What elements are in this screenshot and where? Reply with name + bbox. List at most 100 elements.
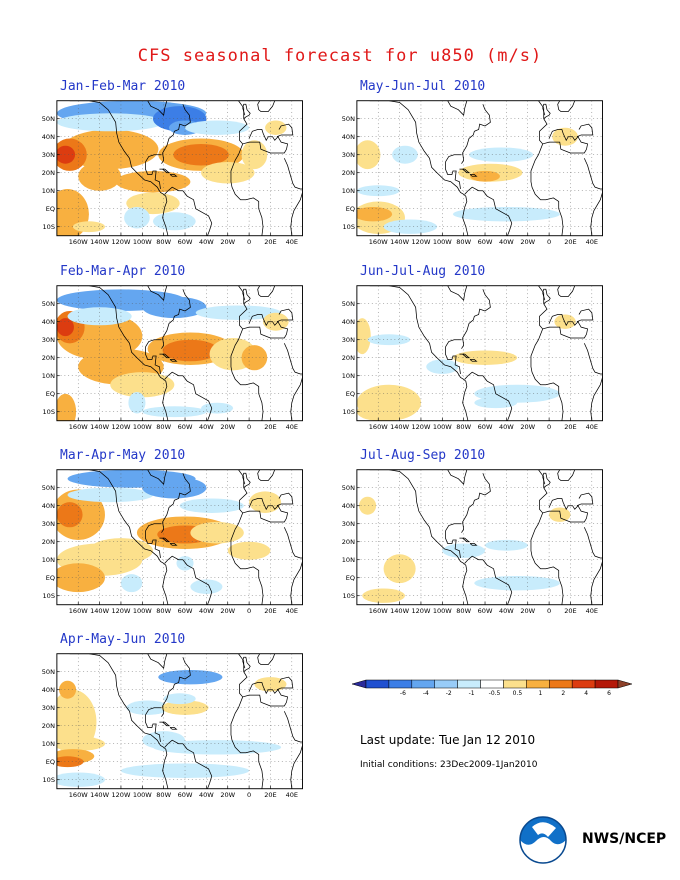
coastlines xyxy=(369,285,603,421)
lat-tick-label: 30N xyxy=(42,151,55,159)
lon-tick-label: 20E xyxy=(264,791,276,799)
lon-tick-label: 140W xyxy=(90,791,109,799)
lat-tick-label: 10S xyxy=(43,776,56,784)
lon-tick-label: 20E xyxy=(564,423,576,431)
lon-tick-label: 20W xyxy=(220,238,235,246)
lon-tick-label: 60W xyxy=(178,791,193,799)
lat-tick-label: 40N xyxy=(42,502,55,510)
map-panel-jfm: Jan-Feb-Mar 2010 50N 40N 30N 20N 10N EQ 10S 160W… xyxy=(42,79,328,269)
lat-tick-label: 20N xyxy=(42,169,55,177)
lat-tick-label: 40N xyxy=(342,502,355,510)
lat-tick-label: 50N xyxy=(42,300,55,308)
colorbar-label: 1 xyxy=(538,690,542,697)
lon-tick-label: 160W xyxy=(369,238,388,246)
lon-tick-label: 20E xyxy=(264,238,276,246)
anomaly-contour xyxy=(173,143,229,166)
anomaly-field xyxy=(56,285,303,421)
anomaly-contour xyxy=(185,120,250,135)
lon-tick-label: 120W xyxy=(111,607,130,615)
colorbar-swatch xyxy=(411,679,435,689)
lat-tick-label: 10N xyxy=(42,372,55,380)
lat-tick-label: 10S xyxy=(343,223,356,231)
panel-title: Jan-Feb-Mar 2010 xyxy=(60,79,186,94)
anomaly-contour xyxy=(426,359,459,374)
lon-tick-label: 120W xyxy=(411,423,430,431)
map-panel-fma: Feb-Mar-Apr 2010 50N 40N 30N 20N 10N EQ 10S 160W… xyxy=(42,264,328,454)
lat-tick-label: EQ xyxy=(346,390,355,398)
anomaly-contour xyxy=(56,393,77,421)
colorbar-label: -0.5 xyxy=(489,690,501,697)
anomaly-contour xyxy=(124,206,150,229)
colorbar-swatch xyxy=(480,679,504,689)
lat-tick-label: 10N xyxy=(342,187,355,195)
anomaly-contour xyxy=(59,680,77,699)
anomaly-contour xyxy=(56,502,83,528)
lon-tick-label: 60W xyxy=(478,607,493,615)
anomaly-contour xyxy=(201,402,234,414)
lon-tick-label: 40E xyxy=(586,238,598,246)
anomaly-contour xyxy=(56,188,89,236)
panel-title: Feb-Mar-Apr 2010 xyxy=(60,264,186,279)
anomaly-contour xyxy=(549,507,571,522)
anomaly-contour xyxy=(72,221,105,233)
map-panel-mam: Mar-Apr-May 2010 50N 40N 30N 20N 10N EQ 10S 160W… xyxy=(42,448,328,638)
lon-tick-label: 40W xyxy=(499,423,514,431)
lat-tick-label: EQ xyxy=(46,574,55,582)
anomaly-contour xyxy=(190,521,244,544)
anomaly-contour xyxy=(163,693,196,705)
anomaly-contour xyxy=(249,491,282,513)
lat-tick-label: 10S xyxy=(343,408,356,416)
lat-tick-label: EQ xyxy=(46,758,55,766)
lon-tick-label: 40E xyxy=(586,423,598,431)
anomaly-contour xyxy=(120,574,143,593)
colorbar-label: -4 xyxy=(423,690,429,697)
initial-conditions-text: Initial conditions: 23Dec2009-1Jan2010 xyxy=(360,760,538,770)
coastlines xyxy=(69,469,303,605)
lon-tick-label: 80W xyxy=(156,791,171,799)
lon-tick-label: 100W xyxy=(133,791,152,799)
map-plot: 50N 40N 30N 20N 10N EQ 10S 160W 140W 120W 100W 80W 6… xyxy=(42,469,303,615)
colorbar-swatch xyxy=(388,679,413,689)
lon-tick-label: 80W xyxy=(456,238,471,246)
colorbar-swatch xyxy=(571,679,596,689)
anomaly-contour xyxy=(227,541,271,560)
anomaly-contour xyxy=(56,113,164,132)
anomaly-contour xyxy=(367,334,411,346)
lat-tick-label: 20N xyxy=(42,538,55,546)
anomaly-contour xyxy=(554,314,576,329)
lon-tick-label: 0 xyxy=(547,423,551,431)
anomaly-contour xyxy=(88,538,153,564)
anomaly-contour xyxy=(56,145,76,164)
lat-tick-label: 10S xyxy=(343,592,356,600)
anomaly-contour xyxy=(56,318,74,337)
lon-tick-label: 100W xyxy=(433,423,452,431)
lon-tick-label: 20E xyxy=(564,607,576,615)
lon-tick-label: 140W xyxy=(90,423,109,431)
anomaly-field xyxy=(356,100,603,236)
colorbar-swatch xyxy=(434,679,458,689)
lon-tick-label: 0 xyxy=(247,423,251,431)
colorbar-label: 0.5 xyxy=(513,690,523,697)
anomaly-contour xyxy=(56,736,105,751)
lon-tick-label: 100W xyxy=(133,238,152,246)
lon-tick-label: 160W xyxy=(69,423,88,431)
lon-tick-label: 160W xyxy=(369,423,388,431)
anomaly-contour xyxy=(359,496,377,515)
anomaly-contour xyxy=(67,487,154,503)
anomaly-contour xyxy=(469,147,534,162)
lat-tick-label: 20N xyxy=(42,354,55,362)
anomaly-contour xyxy=(56,756,84,768)
lon-tick-label: 80W xyxy=(456,423,471,431)
lat-tick-label: 30N xyxy=(42,336,55,344)
coastlines xyxy=(69,653,303,789)
lon-tick-label: 60W xyxy=(478,423,493,431)
map-panel-jja: Jun-Jul-Aug 2010 50N 40N 30N 20N 10N EQ 10S 160W… xyxy=(342,264,628,454)
lat-tick-label: 10N xyxy=(342,556,355,564)
anomaly-contour xyxy=(176,556,194,571)
lon-tick-label: 40W xyxy=(199,791,214,799)
lat-tick-label: 10N xyxy=(42,187,55,195)
anomaly-contour xyxy=(153,740,282,755)
map-plot: 50N 40N 30N 20N 10N EQ 10S 160W 140W 120W 100W 80W 6… xyxy=(42,653,303,799)
lat-tick-label: EQ xyxy=(46,390,55,398)
lon-tick-label: 20E xyxy=(264,607,276,615)
